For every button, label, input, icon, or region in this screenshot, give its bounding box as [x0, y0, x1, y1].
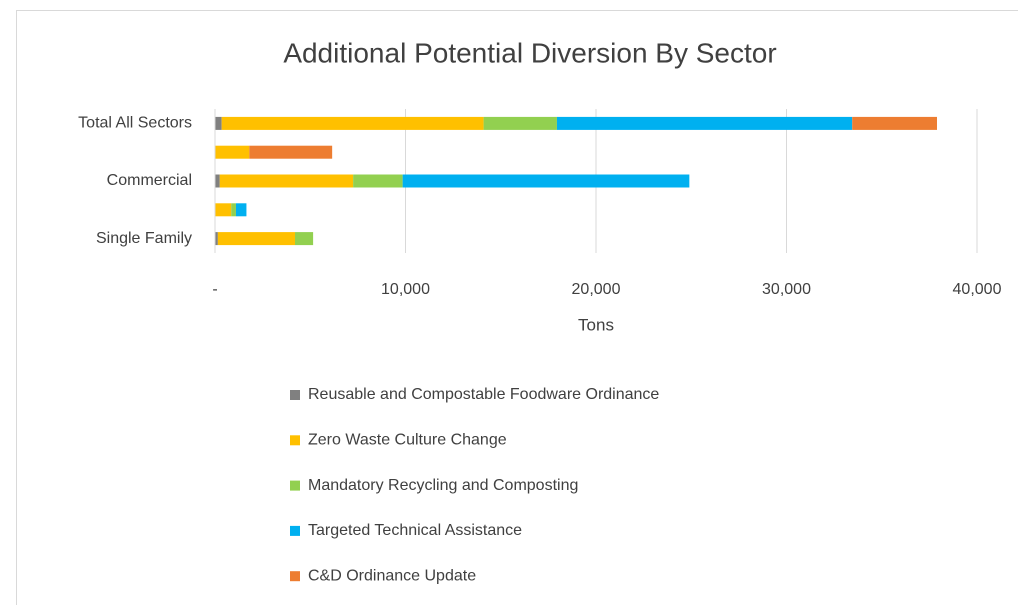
bar-segment — [215, 232, 218, 246]
bar-segment — [402, 174, 690, 188]
x-tick-label: 30,000 — [762, 281, 811, 298]
bar-segment — [852, 116, 937, 130]
bar-segment — [215, 116, 222, 130]
chart-title: Additional Potential Diversion By Sector — [283, 37, 776, 68]
y-tick-label: Total All Sectors — [78, 115, 192, 132]
bar-segment — [217, 232, 296, 246]
legend-label: C&D Ordinance Update — [308, 567, 476, 584]
legend-label: Reusable and Compostable Foodware Ordina… — [308, 386, 659, 403]
x-tick-label: 10,000 — [381, 281, 430, 298]
bar-segment — [221, 116, 484, 130]
legend-swatch — [290, 525, 300, 536]
bar-segment — [483, 116, 557, 130]
bar-segment — [219, 174, 354, 188]
x-tick-label: - — [212, 281, 217, 298]
bar-segment — [215, 174, 220, 188]
bar-segment — [556, 116, 853, 130]
bar-segment — [215, 145, 250, 159]
y-tick-label: Single Family — [96, 230, 192, 247]
chart-border — [16, 10, 1018, 605]
legend-label: Targeted Technical Assistance — [308, 522, 522, 539]
x-tick-label: 20,000 — [572, 281, 621, 298]
legend-swatch — [290, 480, 300, 491]
y-tick-label: Commercial — [107, 172, 192, 189]
x-axis-label: Tons — [578, 315, 614, 334]
bar-segment — [295, 232, 314, 246]
bar-segment — [235, 203, 247, 217]
legend-swatch — [290, 390, 300, 400]
legend-label: Mandatory Recycling and Composting — [308, 477, 578, 494]
bar-segment — [249, 145, 333, 159]
legend-swatch — [290, 435, 300, 446]
legend-swatch — [290, 571, 300, 582]
bar-segment — [215, 203, 232, 217]
x-tick-label: 40,000 — [953, 281, 1002, 298]
legend-label: Zero Waste Culture Change — [308, 432, 507, 449]
bar-segment — [231, 203, 236, 217]
bar-segment — [353, 174, 403, 188]
